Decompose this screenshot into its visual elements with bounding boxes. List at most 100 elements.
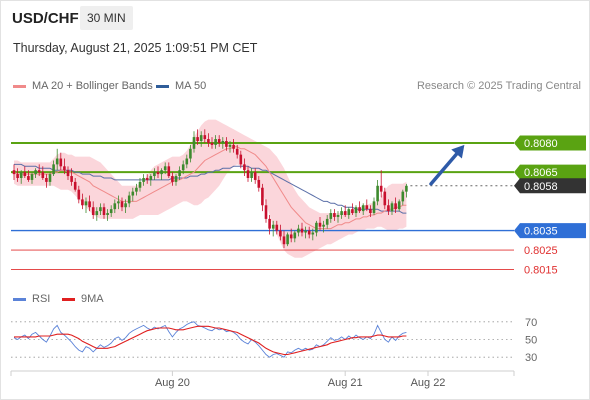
candle-body	[271, 224, 275, 229]
candle	[66, 166, 70, 180]
level-tag-bg	[514, 164, 586, 180]
legend-label-rsi: RSI	[32, 293, 51, 305]
candle	[343, 205, 347, 217]
candle-body	[113, 203, 117, 210]
candle-body	[174, 176, 178, 182]
candle-body	[41, 172, 45, 178]
candle-body	[387, 205, 390, 212]
legend-swatch-ma20	[13, 84, 26, 88]
candle-body	[120, 201, 124, 208]
candle-body	[19, 172, 23, 178]
forecast-arrow-head	[451, 144, 465, 159]
candle	[207, 133, 210, 147]
candle	[77, 185, 81, 204]
candle-body	[300, 228, 304, 233]
candle-body	[203, 135, 207, 140]
candle	[405, 183, 408, 198]
candle	[171, 172, 174, 186]
level-tag-text: 0.8035	[524, 226, 558, 238]
candle-body	[135, 187, 138, 192]
candle-body	[84, 201, 88, 206]
time-axis: Aug 20 Aug 21 Aug 22	[10, 370, 515, 389]
candle	[210, 137, 214, 149]
candle	[221, 137, 225, 149]
candle	[81, 193, 84, 210]
candle	[379, 170, 383, 198]
candle-body	[178, 170, 181, 177]
candle-body	[286, 234, 289, 245]
bollinger-band	[14, 119, 407, 258]
candle-body	[55, 158, 59, 165]
rsi-tick-label: 70	[525, 317, 537, 329]
timeframe-button[interactable]: 30 MIN	[80, 6, 133, 30]
forecast-arrow-shaft	[429, 152, 459, 186]
level-labels: 0.8080 0.8065 0.8058 0.8035 0.8025 0.8015	[514, 135, 586, 277]
candle	[261, 183, 264, 212]
candle-body	[261, 187, 264, 206]
candle-body	[109, 209, 113, 214]
candle-body	[401, 191, 405, 202]
candle	[232, 139, 235, 153]
candle-body	[379, 185, 383, 192]
candle	[365, 199, 369, 212]
candle-body	[37, 170, 41, 173]
candle	[196, 129, 199, 145]
candle	[120, 197, 124, 212]
candle	[300, 222, 304, 237]
candle	[235, 144, 239, 159]
candle-body	[397, 201, 401, 210]
chart-header: USD/CHF 30 MIN	[0, 0, 590, 36]
candle	[45, 174, 48, 188]
candle	[225, 137, 228, 151]
candle-body	[171, 176, 174, 182]
candle	[307, 226, 311, 239]
candle-body	[106, 213, 109, 215]
candle	[23, 166, 27, 178]
candle-body	[325, 218, 329, 225]
candle	[106, 209, 109, 221]
candle-body	[253, 172, 257, 180]
candle-body	[160, 170, 163, 175]
candle	[91, 201, 95, 219]
candle-body	[243, 164, 246, 171]
candle-body	[145, 178, 149, 180]
candle	[117, 195, 120, 210]
candle	[354, 205, 358, 217]
candle-body	[318, 222, 322, 227]
candle-body	[264, 205, 268, 219]
candle-body	[127, 195, 131, 204]
candle	[145, 174, 149, 184]
candle	[149, 174, 153, 186]
candle-body	[394, 203, 397, 210]
candle-body	[138, 181, 142, 188]
candle-body	[16, 174, 19, 178]
candle	[203, 129, 207, 143]
candle	[88, 195, 91, 212]
symbol-title: USD/CHF	[12, 10, 79, 27]
candle-body	[282, 236, 286, 245]
candle-body	[27, 176, 30, 180]
candle	[135, 183, 138, 196]
candle	[73, 178, 77, 192]
candle	[181, 160, 185, 175]
candle	[376, 179, 379, 206]
candle	[322, 220, 325, 233]
research-credit: Research © 2025 Trading Central	[416, 80, 581, 92]
legend-swatch-9ma	[62, 297, 75, 301]
time-axis-label: Aug 21	[328, 377, 363, 389]
candle-body	[279, 230, 282, 237]
candle	[199, 131, 203, 147]
level-tag-bg	[514, 135, 586, 151]
candle	[37, 164, 41, 177]
candle	[401, 189, 405, 206]
candle	[318, 216, 322, 231]
legend-label-ma20: MA 20 + Bollinger Bands	[32, 80, 153, 92]
candle	[228, 141, 232, 153]
level-tag-current: 0.8058	[514, 178, 586, 194]
candle-body	[52, 164, 55, 175]
candle-body	[221, 141, 225, 143]
candle-body	[372, 201, 376, 214]
candle	[325, 215, 329, 229]
candle-body	[95, 211, 99, 215]
